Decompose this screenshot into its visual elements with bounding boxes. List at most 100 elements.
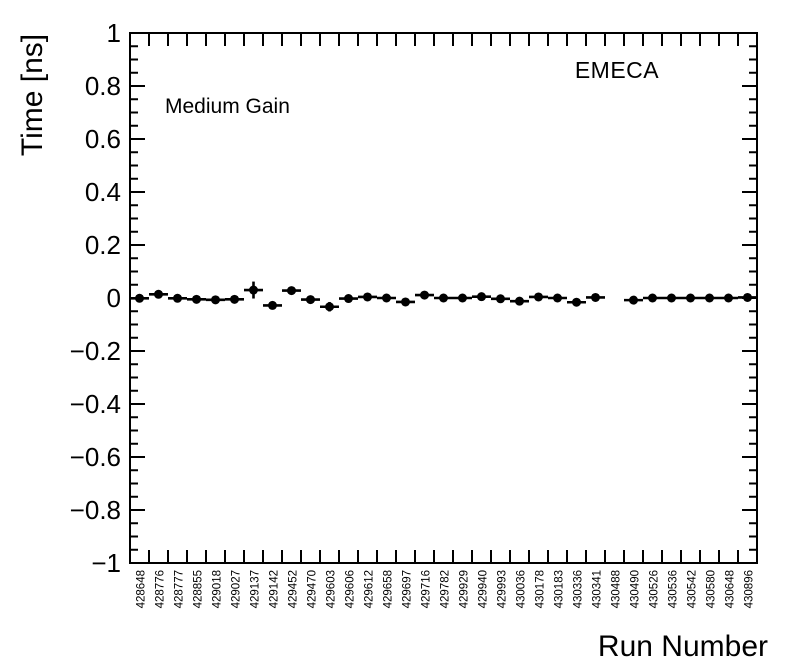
- marker-circle: [648, 293, 657, 303]
- x-tick-label: 430536: [668, 570, 680, 608]
- marker-circle: [230, 294, 239, 304]
- x-tick-label: 430490: [630, 570, 642, 608]
- data-point: [225, 294, 244, 304]
- x-tick-label: 429658: [383, 570, 395, 608]
- marker-circle: [173, 293, 182, 303]
- marker-circle: [629, 295, 638, 305]
- data-point: [662, 293, 681, 303]
- y-axis-ticks: [130, 32, 757, 564]
- x-tick-label: 430183: [554, 570, 566, 608]
- y-axis-tick-labels: 1 0.8 0.6 0.4 0.2 0 −0.2 −0.4 −0.6 −0.8 −1: [70, 18, 121, 578]
- x-tick-label: 429697: [402, 570, 414, 608]
- marker-circle: [705, 293, 714, 303]
- y-tick-label: 0: [107, 283, 121, 313]
- x-axis-title: Run Number: [598, 630, 768, 663]
- marker-circle: [743, 292, 752, 302]
- data-point: [358, 292, 377, 302]
- data-point: [548, 293, 567, 303]
- x-tick-label: 428776: [155, 570, 167, 608]
- x-tick-label: 429470: [307, 570, 319, 608]
- x-tick-label: 430341: [592, 570, 604, 608]
- data-point: [339, 294, 358, 304]
- data-point: [206, 295, 225, 305]
- x-tick-label: 430488: [611, 570, 623, 608]
- marker-circle: [686, 293, 695, 303]
- x-tick-label: 429940: [478, 570, 490, 608]
- marker-circle: [458, 293, 467, 303]
- x-tick-label: 429716: [421, 570, 433, 608]
- x-tick-label: 430526: [649, 570, 661, 608]
- data-series: [130, 281, 757, 312]
- annotation-detector-label: EMECA: [575, 57, 659, 83]
- marker-circle: [135, 293, 144, 303]
- marker-circle: [211, 295, 220, 305]
- x-tick-label: 429612: [364, 570, 376, 608]
- marker-circle: [363, 292, 372, 302]
- y-tick-label: −0.4: [70, 389, 121, 419]
- marker-circle: [439, 293, 448, 303]
- marker-circle: [420, 290, 429, 300]
- x-axis-ticks: [129, 33, 758, 563]
- marker-circle: [344, 294, 353, 304]
- data-point: [168, 293, 187, 303]
- marker-circle: [249, 285, 258, 295]
- marker-circle: [154, 289, 163, 299]
- x-tick-label: 428777: [174, 570, 186, 608]
- data-point: [681, 293, 700, 303]
- marker-circle: [477, 292, 486, 302]
- data-point: [700, 293, 719, 303]
- y-tick-label: 0.6: [85, 124, 121, 154]
- x-tick-label: 430178: [535, 570, 547, 608]
- x-tick-label: 429606: [345, 570, 357, 608]
- marker-circle: [534, 292, 543, 302]
- x-tick-label: 430542: [687, 570, 699, 608]
- x-tick-label: 429929: [459, 570, 471, 608]
- x-tick-label: 429782: [440, 570, 452, 608]
- data-point: [130, 293, 149, 303]
- data-point: [738, 292, 757, 302]
- marker-circle: [667, 293, 676, 303]
- x-tick-label: 428648: [136, 570, 148, 608]
- x-tick-label: 429993: [497, 570, 509, 608]
- marker-circle: [287, 286, 296, 296]
- y-tick-label: 0.2: [85, 230, 121, 260]
- marker-circle: [572, 297, 581, 307]
- marker-circle: [268, 300, 277, 310]
- x-tick-label: 430896: [744, 570, 756, 608]
- annotation-gain-label: Medium Gain: [165, 95, 290, 118]
- data-point: [624, 295, 643, 305]
- data-point: [567, 297, 586, 307]
- data-point: [187, 294, 206, 304]
- x-axis-tick-labels: 428648 428776 428777 428855 429018 429027 4291…: [136, 570, 756, 608]
- y-tick-label: −0.6: [70, 442, 121, 472]
- data-point: [396, 297, 415, 307]
- y-tick-label: −0.8: [70, 495, 121, 525]
- marker-circle: [325, 302, 334, 312]
- data-point: [510, 296, 529, 306]
- data-point: [586, 292, 605, 302]
- x-tick-label: 429018: [212, 570, 224, 608]
- x-tick-label: 429137: [250, 570, 262, 608]
- data-point: [529, 292, 548, 302]
- y-tick-label: 0.4: [85, 177, 121, 207]
- x-tick-label: 429452: [288, 570, 300, 608]
- data-point: [282, 286, 301, 296]
- x-tick-label: 430580: [706, 570, 718, 608]
- y-tick-label: 1: [107, 18, 121, 48]
- data-point: [472, 292, 491, 302]
- data-point: [263, 300, 282, 310]
- data-point: [320, 301, 339, 312]
- marker-circle: [496, 294, 505, 304]
- marker-circle: [724, 293, 733, 303]
- y-tick-label: 0.8: [85, 71, 121, 101]
- data-point: [377, 293, 396, 303]
- y-axis-title: Time [ns]: [16, 34, 49, 156]
- data-point: [491, 294, 510, 304]
- x-tick-label: 430648: [725, 570, 737, 608]
- marker-circle: [192, 294, 201, 304]
- marker-circle: [553, 293, 562, 303]
- x-tick-label: 429027: [231, 570, 243, 608]
- data-point: [149, 289, 168, 299]
